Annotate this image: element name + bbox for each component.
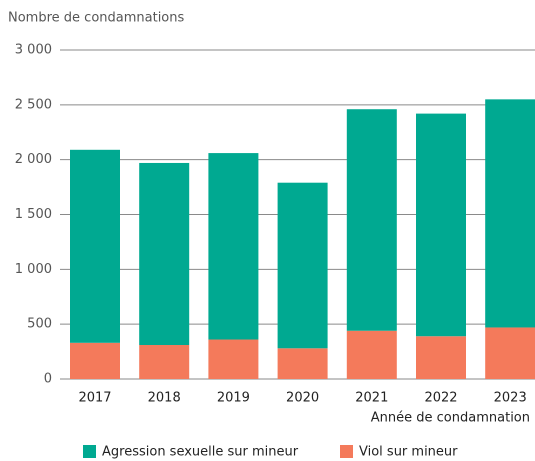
- x-tick-label: 2017: [78, 391, 111, 406]
- bar-segment: [139, 345, 190, 379]
- x-axis-title: Année de condamnation: [371, 411, 530, 426]
- y-tick-label: 1 500: [15, 207, 52, 222]
- y-tick-label: 2 500: [15, 97, 52, 112]
- bar-segment: [346, 330, 397, 379]
- y-tick-label: 0: [44, 372, 52, 387]
- y-tick-label: 1 000: [15, 262, 52, 277]
- x-tick-label: 2022: [424, 391, 457, 406]
- x-tick-label: 2019: [217, 391, 250, 406]
- bar-segment: [208, 153, 259, 340]
- bar-segment: [70, 149, 120, 343]
- bar-segment: [277, 348, 328, 379]
- x-tick-label: 2020: [286, 391, 319, 406]
- y-tick-label: 2 000: [15, 152, 52, 167]
- legend-label: Agression sexuelle sur mineur: [102, 445, 299, 460]
- bar-segment: [139, 162, 190, 346]
- bar-segment: [208, 339, 259, 379]
- bar-segment: [485, 99, 535, 328]
- x-tick-label: 2023: [494, 391, 527, 406]
- legend-label: Viol sur mineur: [359, 445, 458, 460]
- bar-segment: [346, 109, 397, 331]
- bar-segment: [416, 336, 466, 379]
- x-tick-label: 2021: [355, 391, 388, 406]
- y-axis-title: Nombre de condamnations: [8, 11, 184, 26]
- bar-segment: [485, 327, 535, 379]
- y-tick-label: 500: [27, 317, 52, 332]
- bar-segment: [70, 342, 120, 379]
- legend-swatch: [83, 445, 96, 458]
- bar-segment: [416, 113, 466, 337]
- bar-segment: [277, 182, 328, 349]
- legend-swatch: [340, 445, 353, 458]
- y-tick-label: 3 000: [15, 43, 52, 58]
- x-tick-label: 2018: [148, 391, 181, 406]
